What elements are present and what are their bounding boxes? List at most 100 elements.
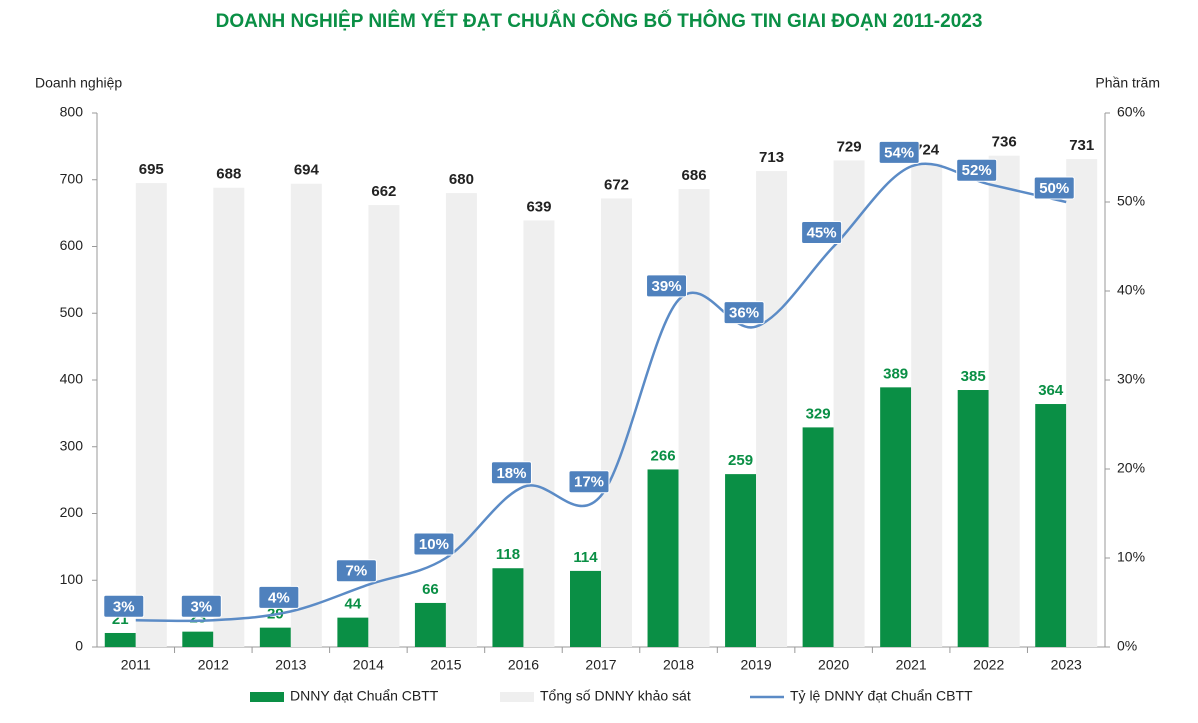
bar	[104, 632, 136, 647]
bar	[802, 427, 834, 647]
value-label-box	[723, 301, 765, 325]
bar-value-label: 680	[449, 171, 474, 188]
line	[135, 162, 1067, 623]
bar-value-label: 688	[216, 166, 241, 183]
x-tick-label: 2022	[973, 657, 1004, 673]
bar	[678, 189, 710, 647]
bar	[601, 198, 632, 647]
x-tick-label: 2013	[275, 657, 306, 673]
x-tick-label: 2019	[740, 657, 771, 673]
bar-value-label: 389	[883, 365, 908, 382]
legend-label: Tỷ lệ DNNY đạt Chuẩn CBTT	[790, 688, 973, 704]
value-label-text: 7%	[346, 563, 368, 580]
x-tick-label: 2012	[198, 657, 229, 673]
value-label-box	[1033, 176, 1075, 200]
bar-value-label: 266	[651, 447, 676, 464]
bar-value-label: 44	[345, 596, 362, 613]
bar-value-label: 736	[992, 134, 1017, 151]
bar-value-label: 364	[1038, 382, 1064, 399]
value-label-text: 3%	[113, 598, 135, 615]
x-tick-label: 2020	[818, 657, 849, 673]
value-label-box	[258, 585, 300, 609]
value-label: 39%	[646, 274, 688, 298]
bar-value-label: 66	[422, 581, 439, 598]
x-tick-label: 2014	[353, 657, 384, 673]
y2-tick-label: 60%	[1117, 104, 1145, 120]
legend-label: DNNY đạt Chuẩn CBTT	[290, 688, 439, 704]
y-tick-label: 700	[60, 170, 84, 186]
value-label: 54%	[878, 140, 920, 164]
y-tick-label: 500	[60, 304, 84, 320]
bar	[756, 171, 788, 647]
value-label: 52%	[956, 158, 998, 182]
bar-value-label: 259	[728, 452, 753, 469]
x-tick-label: 2018	[663, 657, 694, 673]
value-label: 36%	[723, 301, 765, 325]
value-label: 4%	[258, 585, 300, 609]
value-label-text: 45%	[807, 224, 837, 241]
bar-value-label: 694	[294, 162, 320, 179]
bar-value-label: 672	[604, 176, 629, 193]
bar	[570, 570, 601, 647]
value-label-box	[568, 470, 610, 494]
value-label-box	[646, 274, 688, 298]
value-label-box	[103, 594, 145, 618]
bar	[290, 183, 322, 647]
y-tick-label: 0	[75, 638, 83, 654]
y-tick-label: 800	[60, 104, 84, 120]
value-label-box	[413, 532, 455, 556]
value-label-box	[180, 594, 222, 618]
bar	[725, 474, 757, 647]
value-label-text: 18%	[496, 465, 526, 482]
value-label: 10%	[413, 532, 455, 556]
bar-value-label: 713	[759, 149, 784, 166]
value-label-box	[335, 559, 377, 583]
bar	[957, 390, 989, 647]
value-label: 17%	[568, 470, 610, 494]
y-tick-label: 100	[60, 571, 84, 587]
bar	[337, 617, 369, 647]
value-label-box	[956, 158, 998, 182]
bar	[445, 193, 477, 647]
bar	[880, 387, 912, 647]
bar-value-label: 724	[914, 142, 940, 159]
value-label-box	[878, 140, 920, 164]
y-tick-label: 300	[60, 437, 84, 453]
y2-axis-label: Phần trăm	[1095, 75, 1160, 91]
legend-label: Tổng số DNNY khảo sát	[540, 688, 691, 704]
x-tick-label: 2011	[121, 657, 151, 673]
bar-value-label: 686	[682, 167, 707, 184]
value-label: 45%	[801, 221, 843, 244]
legend-swatch	[500, 692, 534, 702]
value-label-box	[490, 461, 532, 485]
value-label-text: 36%	[729, 305, 759, 322]
x-tick-label: 2021	[896, 657, 927, 673]
bar-value-label: 639	[526, 198, 551, 215]
bar-value-label: 662	[371, 183, 396, 200]
y2-tick-label: 40%	[1117, 282, 1145, 298]
bar	[988, 155, 1020, 647]
bar	[135, 183, 167, 647]
value-label-text: 17%	[574, 474, 604, 491]
x-tick-label: 2016	[508, 657, 539, 673]
value-label: 18%	[490, 461, 532, 485]
y2-tick-label: 50%	[1117, 193, 1145, 209]
y2-tick-label: 30%	[1117, 371, 1145, 387]
value-label-text: 4%	[268, 589, 290, 606]
value-label: 3%	[103, 594, 145, 618]
bar	[1066, 159, 1098, 647]
bar	[182, 631, 214, 647]
bar	[492, 568, 524, 647]
bar-value-label: 729	[837, 138, 862, 155]
value-label-text: 54%	[884, 144, 914, 161]
bar-value-label: 385	[961, 368, 986, 385]
y2-tick-label: 10%	[1117, 549, 1145, 565]
bar	[414, 602, 446, 647]
chart-title: DOANH NGHIỆP NIÊM YẾT ĐẠT CHUẨN CÔNG BỐ …	[216, 10, 983, 32]
bar-value-label: 118	[496, 546, 520, 563]
y2-tick-label: 20%	[1117, 460, 1145, 476]
legend-swatch	[250, 692, 284, 702]
value-label-text: 39%	[652, 278, 682, 295]
y-tick-label: 400	[60, 371, 84, 387]
